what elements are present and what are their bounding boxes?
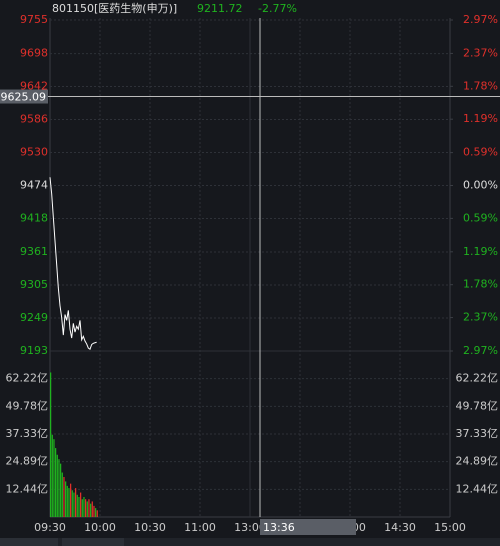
y2-tick-label: 2.37% bbox=[463, 46, 498, 59]
y2-tick-label: 2.97% bbox=[463, 13, 498, 26]
y2-tick-label: 1.19% bbox=[463, 112, 498, 125]
volume-bar bbox=[91, 501, 93, 517]
volume-bar bbox=[88, 499, 90, 517]
volume-tick-label: 24.89亿 bbox=[6, 455, 49, 468]
volume-bar bbox=[81, 499, 83, 517]
volume-bar bbox=[96, 510, 98, 517]
y2-tick-label: 0.00% bbox=[463, 179, 498, 192]
crosshair-price-box bbox=[0, 89, 48, 104]
y-tick-label: 9642 bbox=[20, 80, 48, 93]
price-line bbox=[49, 177, 97, 351]
y2-tick-label: 0.59% bbox=[463, 211, 498, 224]
y-tick-label: 9530 bbox=[20, 146, 48, 159]
volume-bar bbox=[66, 485, 68, 517]
y2-tick-label: 2.37% bbox=[463, 311, 498, 324]
volume-bar bbox=[63, 476, 65, 517]
volume-bar bbox=[50, 372, 52, 517]
y-tick-label: 9474 bbox=[20, 179, 48, 192]
volume-bar bbox=[70, 483, 72, 517]
volume-tick-label: 37.33亿 bbox=[6, 427, 49, 440]
x-tick-label: 11:00 bbox=[184, 521, 216, 534]
volume-bar bbox=[58, 459, 60, 517]
x-tick-label: 14:30 bbox=[384, 521, 416, 534]
y-tick-label: 9361 bbox=[20, 245, 48, 258]
y2-tick-label: 0.59% bbox=[463, 146, 498, 159]
volume-tick-label: 49.78亿 bbox=[456, 399, 499, 412]
volume-tick-label: 49.78亿 bbox=[6, 399, 49, 412]
volume-bar bbox=[80, 492, 82, 517]
volume-bar bbox=[93, 505, 95, 517]
y-tick-label: 9193 bbox=[20, 344, 48, 357]
y-tick-label: 9249 bbox=[20, 311, 48, 324]
volume-bar bbox=[78, 496, 80, 517]
y2-tick-label: 1.78% bbox=[463, 278, 498, 291]
crosshair-time-box bbox=[260, 519, 356, 535]
volume-bar bbox=[73, 492, 75, 517]
volume-bar bbox=[60, 463, 62, 517]
volume-bar bbox=[95, 508, 97, 517]
y-tick-label: 9698 bbox=[20, 47, 48, 60]
x-tick-label: 15:00 bbox=[434, 521, 466, 534]
header-name: 801150[医药生物(申万)] bbox=[52, 1, 177, 15]
tab[interactable] bbox=[0, 538, 58, 546]
header-last: 9211.72 bbox=[197, 2, 243, 15]
volume-bar bbox=[55, 448, 57, 517]
volume-bar bbox=[83, 496, 85, 517]
y-tick-label: 9755 bbox=[20, 13, 48, 26]
header-change: -2.77% bbox=[258, 2, 297, 15]
y-tick-label: 9418 bbox=[20, 211, 48, 224]
volume-bar bbox=[61, 472, 63, 517]
volume-bar bbox=[90, 503, 92, 517]
volume-bar bbox=[75, 488, 77, 517]
volume-bar bbox=[51, 434, 53, 517]
tab[interactable] bbox=[62, 538, 124, 546]
x-tick-label: 10:00 bbox=[84, 521, 116, 534]
volume-bar bbox=[71, 490, 73, 517]
x-tick-label: 10:30 bbox=[134, 521, 166, 534]
volume-tick-label: 12.44亿 bbox=[6, 482, 49, 495]
volume-tick-label: 24.89亿 bbox=[456, 455, 499, 468]
volume-tick-label: 37.33亿 bbox=[456, 427, 499, 440]
crosshair-time: 13:36 bbox=[263, 521, 295, 534]
volume-bar bbox=[53, 439, 55, 517]
y-tick-label: 9586 bbox=[20, 113, 48, 126]
volume-bar bbox=[76, 494, 78, 517]
volume-bar bbox=[65, 481, 67, 517]
volume-bar bbox=[85, 499, 87, 517]
x-tick-label: 13:00 bbox=[234, 521, 266, 534]
y2-tick-label: 1.19% bbox=[463, 245, 498, 258]
crosshair-price: 9625.09 bbox=[1, 91, 47, 104]
volume-tick-label: 62.22亿 bbox=[456, 372, 499, 385]
y2-tick-label: 1.78% bbox=[463, 79, 498, 92]
volume-bar bbox=[56, 454, 58, 517]
volume-tick-label: 62.22亿 bbox=[6, 372, 49, 385]
y-tick-label: 9305 bbox=[20, 278, 48, 291]
tab-bar bbox=[0, 538, 500, 546]
volume-bar bbox=[86, 501, 88, 517]
y2-tick-label: 2.97% bbox=[463, 344, 498, 357]
x-tick-label: 09:30 bbox=[34, 521, 66, 534]
volume-tick-label: 12.44亿 bbox=[456, 482, 499, 495]
volume-bar bbox=[68, 488, 70, 517]
